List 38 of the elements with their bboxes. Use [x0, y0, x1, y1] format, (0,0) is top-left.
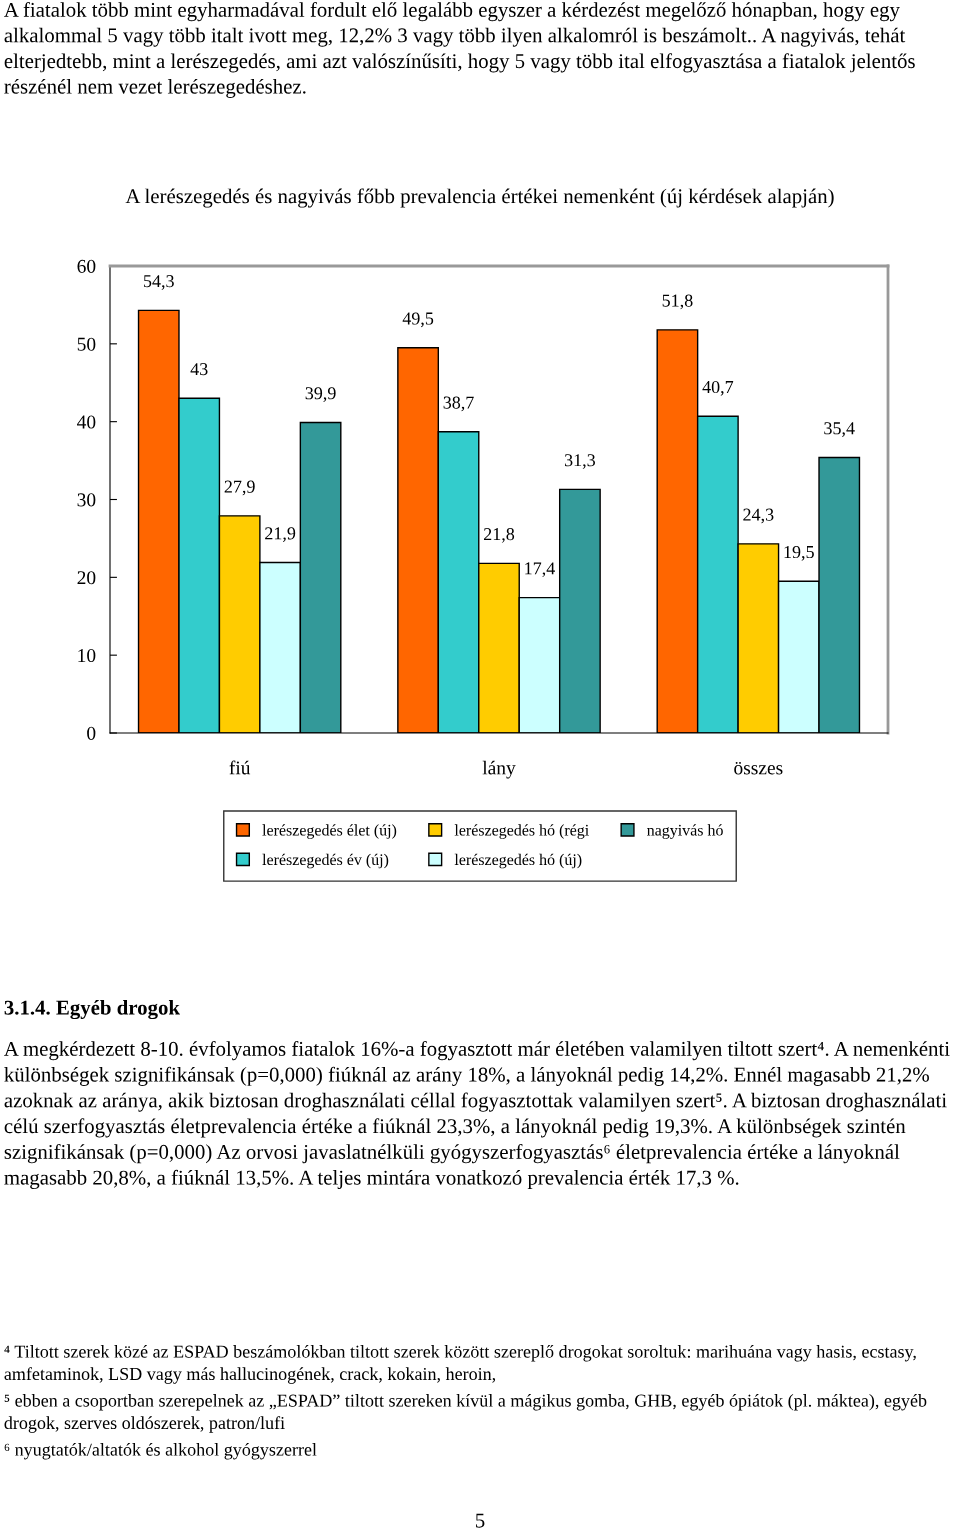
- data-label: 49,5: [402, 312, 434, 328]
- data-label: 43: [190, 363, 208, 376]
- text: 5: [476, 1513, 485, 1528]
- data-label: 19,5: [784, 545, 814, 561]
- data-label: 51,8: [662, 294, 693, 310]
- legend-label: lerészegedés év (új): [262, 853, 389, 869]
- text: 3.1.4. Egyéb drogok: [4, 1000, 180, 1020]
- data-label: 40,7: [702, 380, 734, 396]
- legend-label: nagyivás hó: [647, 824, 723, 839]
- y-tick-label: 30: [77, 493, 96, 507]
- text: A fiatalok több mint egyharmadával fordult elő legalább egyszer a kérdezést megelőző hónapban, hogy egy alkalommal 5 vagy több italt ivott meg, 12,2% 3 vagy több ilyen alkalomról is beszámolt.. A nagyivás, tehát elterjedtebb, mint a lerészegedés, ami azt valószínűsíti, hogy 5 vagy több ital elfogyasztása a fiatalok jelentős részénél nem vezet lerészegedéshez.: [4, 2, 915, 98]
- data-label: 38,7: [443, 396, 474, 412]
- x-tick-label: lány: [482, 760, 516, 779]
- y-tick-label: 60: [77, 259, 96, 273]
- data-label: 31,3: [564, 454, 596, 469]
- y-tick-label: 20: [77, 571, 96, 585]
- y-tick-label: 10: [78, 648, 96, 663]
- data-label: 35,4: [824, 422, 855, 437]
- x-tick-label: fiú: [229, 760, 251, 775]
- legend-label: lerészegedés hó (új): [454, 853, 582, 869]
- text: A megkérdezett 8-10. évfolyamos fiatalok 16%-a fogyasztott már életében valamilyen tiltott szert⁴. A nemenkénti különbségek szignifikánsak (p=0,000) fiúknál az arány 18%, a lányoknál pedig 14,2%. Ennél magasabb 21,2% azoknak az aránya, akik biztosan droghasználati céllal fogyasztottak valamilyen szert⁵. A biztosan droghasználati célú szerfogyasztás életprevalencia értéke a fiúknál 23,3%, a lányoknál pedig 19,3%. A különbségek szintén szignifikánsak (p=0,000) Az orvosi javaslatnélküli gyógyszerfogyasztás⁶ életprevalencia értéke a lányoknál magasabb 20,8%, a fiúknál 13,5%. A teljes mintára vonatkozó prevalencia érték 17,3 %.: [4, 1041, 950, 1189]
- legend-label: lerészegedés hó (régi: [454, 824, 589, 839]
- y-tick-label: 50: [77, 337, 96, 351]
- data-label: 27,9: [224, 480, 255, 496]
- data-label: 39,9: [305, 387, 336, 402]
- data-label: 54,3: [144, 275, 174, 290]
- legend-label: lerészegedés élet (új): [262, 824, 397, 839]
- y-tick-label: 40: [77, 415, 96, 429]
- text: ⁴ Tiltott szerek közé az ESPAD beszámolókban tiltott szerek között szereplő drogokat soroltuk: marihuána vagy hasis, ecstasy, amfetaminok, LSD vagy más hallucinogének, crack, kokain, heroin,: [4, 1345, 916, 1384]
- data-label: 21,9: [265, 527, 296, 543]
- text: ⁵ ebben a csoportban szerepelnek az „ESPAD” tiltott szereken kívül a mágikus gomba, GHB, egyéb ópiátok (pl. máktea), egyéb drogok, szerves oldószerek, patron/lufi: [4, 1394, 927, 1433]
- x-tick-label: összes: [734, 761, 783, 775]
- data-label: 17,4: [525, 562, 555, 578]
- chart-title: A lerészegedés és nagyivás főbb prevalencia értékei nemenként (új kérdések alapján): [125, 188, 834, 208]
- y-tick-label: 0: [87, 726, 96, 740]
- data-label: 21,8: [483, 528, 515, 543]
- text: ⁶ nyugtatók/altatók és alkohol gyógyszerrel: [4, 1443, 317, 1460]
- data-label: 24,3: [743, 508, 774, 524]
